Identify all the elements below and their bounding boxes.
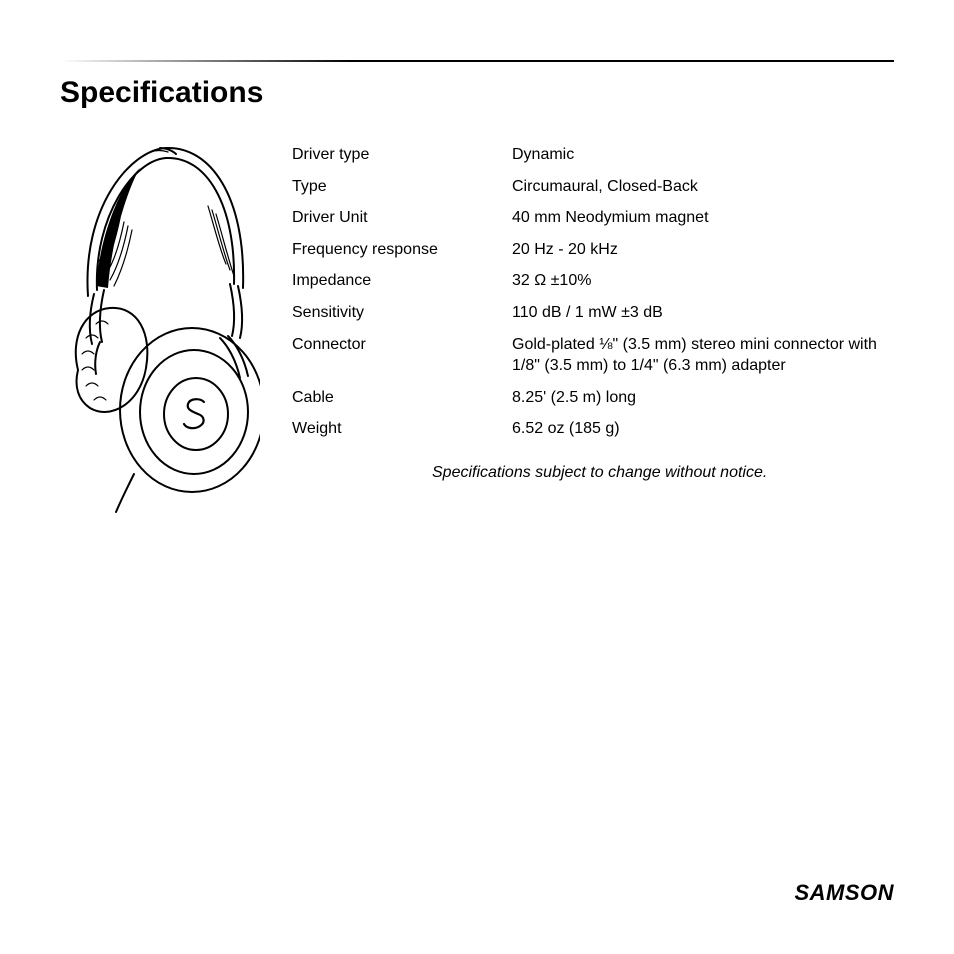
spec-value: 20 Hz - 20 kHz (512, 239, 894, 261)
content-area: Driver type Dynamic Type Circumaural, Cl… (60, 138, 894, 523)
brand-logo: SAMSON (794, 880, 894, 906)
spec-label: Cable (292, 387, 512, 409)
spec-value: Gold-plated ⅛" (3.5 mm) stereo mini conn… (512, 334, 894, 377)
page-title: Specifications (60, 76, 894, 110)
spec-value: 40 mm Neodymium magnet (512, 207, 894, 229)
spec-value: 6.52 oz (185 g) (512, 418, 894, 440)
spec-table: Driver type Dynamic Type Circumaural, Cl… (292, 138, 894, 523)
spec-row: Weight 6.52 oz (185 g) (292, 418, 894, 440)
horizontal-rule (60, 60, 894, 62)
spec-value: 32 Ω ±10% (512, 270, 894, 292)
spec-label: Type (292, 176, 512, 198)
spec-row: Frequency response 20 Hz - 20 kHz (292, 239, 894, 261)
spec-value: Circumaural, Closed-Back (512, 176, 894, 198)
spec-label: Driver Unit (292, 207, 512, 229)
spec-row: Type Circumaural, Closed-Back (292, 176, 894, 198)
spec-row: Sensitivity 110 dB / 1 mW ±3 dB (292, 302, 894, 324)
spec-row: Driver type Dynamic (292, 144, 894, 166)
spec-row: Impedance 32 Ω ±10% (292, 270, 894, 292)
spec-label: Sensitivity (292, 302, 512, 324)
spec-label: Connector (292, 334, 512, 356)
spec-label: Driver type (292, 144, 512, 166)
spec-label: Frequency response (292, 239, 512, 261)
spec-row: Connector Gold-plated ⅛" (3.5 mm) stereo… (292, 334, 894, 377)
spec-label: Weight (292, 418, 512, 440)
spec-label: Impedance (292, 270, 512, 292)
spec-row: Driver Unit 40 mm Neodymium magnet (292, 207, 894, 229)
spec-value: Dynamic (512, 144, 894, 166)
spec-value: 110 dB / 1 mW ±3 dB (512, 302, 894, 324)
footnote: Specifications subject to change without… (432, 464, 894, 482)
headphones-illustration (60, 138, 260, 523)
spec-value: 8.25' (2.5 m) long (512, 387, 894, 409)
spec-row: Cable 8.25' (2.5 m) long (292, 387, 894, 409)
